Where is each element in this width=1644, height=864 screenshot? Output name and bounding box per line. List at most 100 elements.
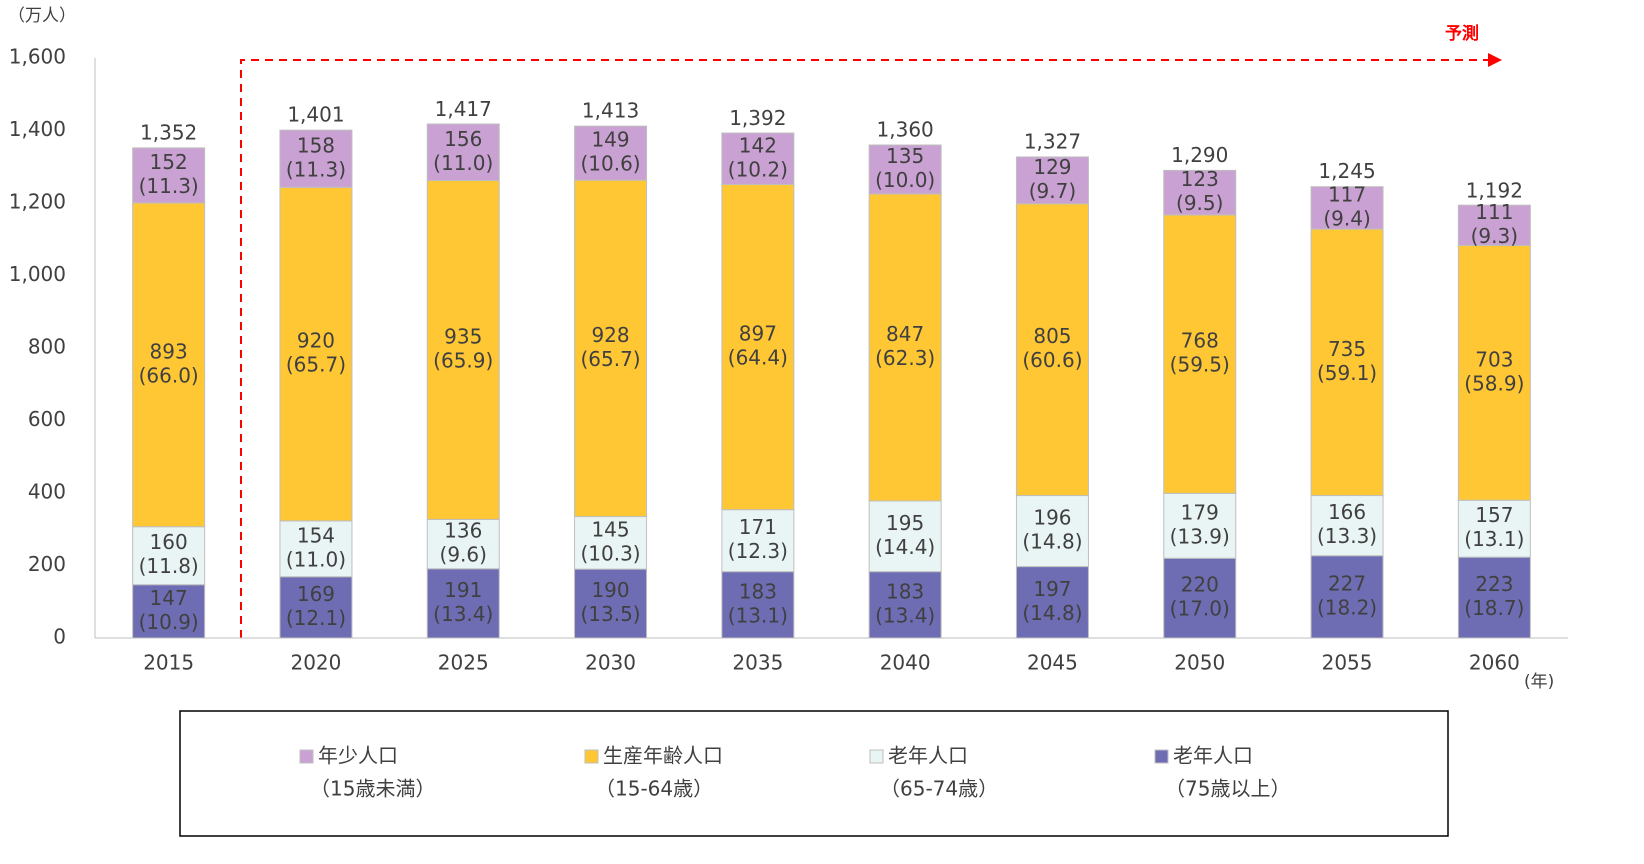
y-tick-label: 600 xyxy=(28,407,66,431)
bar-segment xyxy=(426,568,500,639)
bar-segment xyxy=(721,184,795,511)
bar-segment xyxy=(721,132,795,186)
value-label: 805 xyxy=(1033,324,1071,348)
value-label: 157 xyxy=(1475,503,1513,527)
bar-segment xyxy=(1015,156,1089,205)
share-label: (13.3) xyxy=(1317,524,1377,548)
share-label: (9.7) xyxy=(1029,179,1076,203)
legend-swatch xyxy=(1154,749,1169,764)
total-label: 1,290 xyxy=(1171,143,1228,167)
value-label: 158 xyxy=(297,133,335,157)
value-label: 196 xyxy=(1033,506,1071,530)
share-label: (13.9) xyxy=(1170,524,1230,548)
share-label: (64.4) xyxy=(728,346,788,370)
share-label: (11.0) xyxy=(433,151,493,175)
total-label: 1,360 xyxy=(877,118,934,142)
value-label: 197 xyxy=(1033,577,1071,601)
share-label: (14.8) xyxy=(1022,601,1082,625)
share-label: (10.9) xyxy=(139,610,199,634)
bar-segment xyxy=(574,179,648,518)
value-label: 136 xyxy=(444,519,482,543)
value-label: 179 xyxy=(1181,500,1219,524)
value-label: 183 xyxy=(739,579,777,603)
total-label: 1,245 xyxy=(1318,159,1375,183)
value-label: 183 xyxy=(886,579,924,603)
legend-swatch xyxy=(299,749,314,764)
share-label: (14.4) xyxy=(875,535,935,559)
value-label: 142 xyxy=(739,133,777,157)
share-label: (10.2) xyxy=(728,157,788,181)
bar-segment xyxy=(1163,557,1237,639)
value-label: 897 xyxy=(739,322,777,346)
forecast-bracket xyxy=(240,59,1492,638)
bar-segment xyxy=(132,526,206,586)
x-tick-label: 2035 xyxy=(732,651,783,675)
share-label: (11.3) xyxy=(139,174,199,198)
share-label: (10.0) xyxy=(875,168,935,192)
legend-note: （65-74歳） xyxy=(880,777,998,801)
value-label: 169 xyxy=(297,582,335,606)
value-label: 145 xyxy=(591,517,629,541)
value-label: 223 xyxy=(1475,572,1513,596)
x-tick-label: 2025 xyxy=(438,651,489,675)
share-label: (11.3) xyxy=(286,157,346,181)
value-label: 195 xyxy=(886,511,924,535)
x-tick-label: 2040 xyxy=(880,651,931,675)
x-tick-label: 2030 xyxy=(585,651,636,675)
value-label: 847 xyxy=(886,322,924,346)
bar-segment xyxy=(279,186,353,522)
bar-segment xyxy=(426,518,500,570)
share-label: (65.7) xyxy=(286,353,346,377)
value-label: 117 xyxy=(1328,182,1366,206)
y-unit-label: （万人） xyxy=(8,6,76,26)
y-tick-label: 400 xyxy=(28,480,66,504)
share-label: (9.6) xyxy=(440,543,487,567)
legend-note: （15-64歳） xyxy=(595,777,713,801)
bar-segment xyxy=(1457,244,1531,501)
legend-note: （15歳未満） xyxy=(310,777,435,801)
bar-segment xyxy=(1310,186,1384,230)
share-label: (14.8) xyxy=(1022,530,1082,554)
bar-segment xyxy=(1163,214,1237,494)
bar-segment xyxy=(1310,555,1384,639)
legend-label: 年少人口 xyxy=(318,744,398,768)
legend-box xyxy=(179,710,1449,837)
value-label: 147 xyxy=(150,586,188,610)
bar-segment xyxy=(1163,169,1237,216)
bar-segment xyxy=(868,500,942,573)
share-label: (13.1) xyxy=(728,603,788,627)
legend-label: 老年人口 xyxy=(1173,744,1253,768)
x-unit-label: (年) xyxy=(1524,672,1554,692)
share-label: (13.4) xyxy=(433,602,493,626)
bar-segment xyxy=(1310,228,1384,497)
value-label: 160 xyxy=(150,530,188,554)
share-label: (59.5) xyxy=(1170,353,1230,377)
bar-segment xyxy=(574,568,648,639)
bar-segment xyxy=(1457,499,1531,558)
value-label: 135 xyxy=(886,144,924,168)
bar-segment xyxy=(1163,492,1237,559)
share-label: (18.7) xyxy=(1464,596,1524,620)
value-label: 920 xyxy=(297,329,335,353)
x-tick-label: 2020 xyxy=(290,651,341,675)
bar-segment xyxy=(426,180,500,520)
share-label: (13.1) xyxy=(1464,527,1524,551)
legend-swatch xyxy=(584,749,599,764)
share-label: (11.8) xyxy=(139,554,199,578)
share-label: (60.6) xyxy=(1022,348,1082,372)
legend-label: 老年人口 xyxy=(888,744,968,768)
value-label: 149 xyxy=(591,128,629,152)
total-label: 1,327 xyxy=(1024,129,1081,153)
y-tick-label: 1,000 xyxy=(9,262,66,286)
bar-segment xyxy=(574,516,648,570)
bar-segment xyxy=(279,520,353,578)
y-tick-label: 1,200 xyxy=(9,190,66,214)
bar-segment xyxy=(574,125,648,181)
y-tick-label: 0 xyxy=(53,625,66,649)
share-label: (12.3) xyxy=(728,539,788,563)
bar-segment xyxy=(1457,204,1531,246)
share-label: (12.1) xyxy=(286,606,346,630)
x-tick-label: 2055 xyxy=(1322,651,1373,675)
value-label: 171 xyxy=(739,515,777,539)
value-label: 227 xyxy=(1328,571,1366,595)
